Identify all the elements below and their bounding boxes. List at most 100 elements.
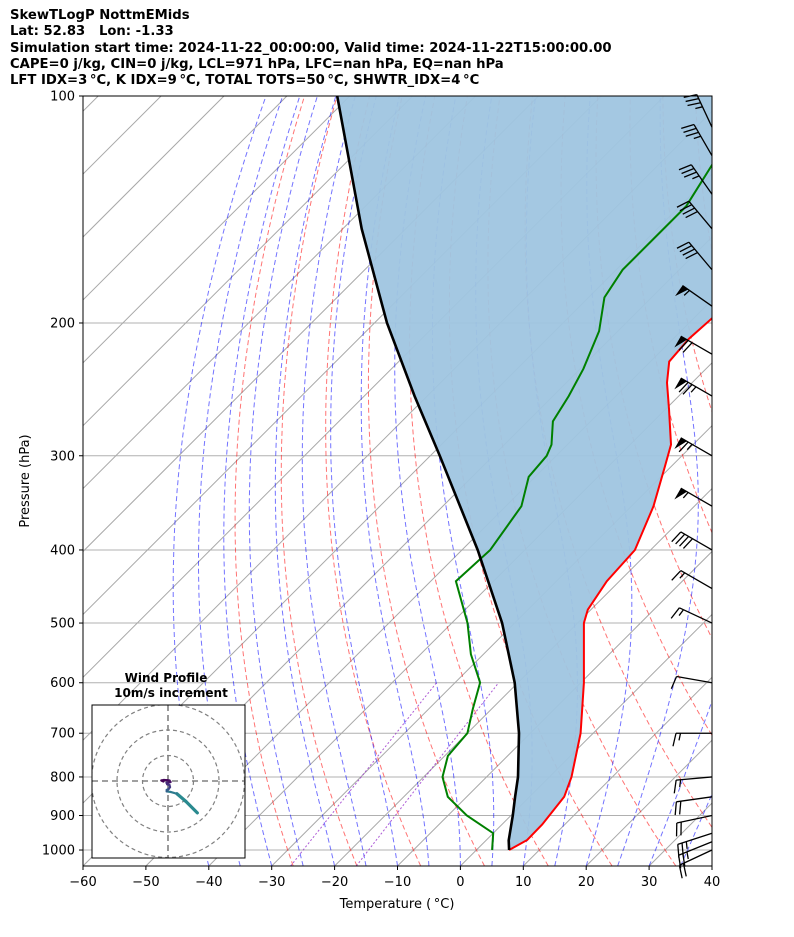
dry-adiabat <box>662 96 712 414</box>
barb-flag <box>675 533 686 545</box>
barb-flag <box>674 801 677 816</box>
barb-shaft <box>676 776 713 781</box>
y-tick-label: 100 <box>50 90 75 105</box>
barb-shaft <box>690 164 713 195</box>
isotherm-line <box>522 676 712 866</box>
moist-adiabat <box>617 96 699 866</box>
barb-flag <box>678 164 692 171</box>
barb-flag <box>685 210 698 219</box>
barb-flag <box>673 779 677 794</box>
y-tick-label: 600 <box>50 676 75 691</box>
y-tick-label: 800 <box>50 770 75 785</box>
barb-flag <box>685 251 698 260</box>
header-line-1: SkewTLogP NottmEMids <box>10 8 190 23</box>
barb-flag <box>683 127 697 133</box>
barb-shaft <box>688 241 713 271</box>
barb-pennant <box>674 488 687 500</box>
barb-pennant <box>675 285 689 297</box>
barb-flag <box>670 676 678 690</box>
wind-barb <box>674 487 713 507</box>
wind-barb <box>674 335 713 355</box>
wind-barb <box>681 123 713 157</box>
moist-adiabat <box>330 96 398 866</box>
wind-barb <box>670 675 713 690</box>
wind-barbs <box>670 93 713 879</box>
header-line-4: CAPE=0 j/kg, CIN=0 j/kg, LCL=971 hPa, LF… <box>10 56 504 72</box>
header-line-2: Lat: 52.83 Lon: -1.33 <box>10 24 174 40</box>
hodograph-segment <box>160 779 165 783</box>
isotherm-line <box>83 96 225 238</box>
barb-flag <box>679 204 693 212</box>
x-tick-label: 30 <box>641 875 658 890</box>
wind-barb <box>674 796 713 816</box>
barb-flag <box>676 200 690 208</box>
x-tick-label: 20 <box>578 875 595 890</box>
barb-flag <box>671 531 682 543</box>
barb-half-flag <box>679 572 686 579</box>
barb-half-flag <box>693 135 701 140</box>
dewpoint-line <box>441 163 712 851</box>
barb-flag <box>678 381 689 393</box>
moist-adiabat <box>223 96 301 866</box>
wind-barb <box>672 732 712 747</box>
barb-shaft <box>676 675 713 684</box>
y-tick-label: 400 <box>50 543 75 558</box>
isotherm-line <box>83 96 288 301</box>
barb-flag <box>670 607 680 619</box>
barb-shaft <box>676 814 713 824</box>
barb-half-flag <box>686 851 689 860</box>
barb-flag <box>682 342 693 353</box>
moist-adiabat <box>198 96 284 866</box>
barb-flag <box>672 733 677 747</box>
moist-adiabat <box>775 96 794 866</box>
barb-flag <box>682 207 695 215</box>
barb-flag <box>678 441 689 453</box>
moist-adiabat <box>301 96 367 866</box>
moist-adiabat <box>744 96 794 866</box>
barb-shaft <box>680 531 713 551</box>
isotherm-line <box>460 613 712 866</box>
barb-half-flag <box>692 175 700 180</box>
dry-adiabat <box>325 96 422 866</box>
inset-frame <box>91 704 246 859</box>
wind-barb <box>677 832 713 858</box>
moist-adiabat <box>648 699 712 866</box>
header-line-5: LFT IDX=3 °C, K IDX=9 °C, TOTAL TOTS=50 … <box>10 73 480 89</box>
barb-half-flag <box>679 779 682 788</box>
barb-shaft <box>677 832 713 845</box>
barb-flag <box>679 536 690 547</box>
y-tick-label: 300 <box>50 449 75 464</box>
barb-pennant <box>674 378 687 390</box>
cin-shading <box>337 96 712 850</box>
x-tick-label: −50 <box>132 875 159 890</box>
x-tick-label: −40 <box>195 875 222 890</box>
inset-title-1: Wind Profile <box>125 671 208 685</box>
barb-flag <box>679 245 693 253</box>
axes: −60 −50 −40 −30 −20 −10 0 10 20 30 40 100 200 300 400 5… <box>42 90 720 891</box>
barb-flag <box>682 248 695 256</box>
barb-shaft <box>678 841 713 856</box>
barb-flag <box>685 98 699 103</box>
barb-flag <box>671 570 682 581</box>
dry-adiabat <box>280 96 358 866</box>
x-axis-label: Temperature ( °C) <box>339 897 455 912</box>
x-tick-label: −10 <box>384 875 411 890</box>
barb-pennant <box>674 437 687 450</box>
moist-adiabat <box>680 792 712 866</box>
barb-flag <box>682 384 693 395</box>
barb-flag <box>677 844 680 858</box>
barb-shaft <box>688 200 713 230</box>
wind-barb <box>671 531 713 551</box>
barb-shaft <box>696 94 713 128</box>
barb-pennant <box>674 336 687 348</box>
dry-adiabat <box>234 96 305 866</box>
wind-barb <box>675 285 713 307</box>
wind-profile-inset: Wind Profile 10m/s increment <box>91 671 246 859</box>
y-tick-label: 700 <box>50 727 75 742</box>
inset-title-2: 10m/s increment <box>114 686 228 700</box>
barb-half-flag <box>678 733 682 741</box>
dry-adiabat <box>761 96 794 866</box>
chart-header: SkewTLogP NottmEMids Lat: 52.83 Lon: -1.3… <box>10 8 612 89</box>
wind-barb <box>678 164 713 195</box>
